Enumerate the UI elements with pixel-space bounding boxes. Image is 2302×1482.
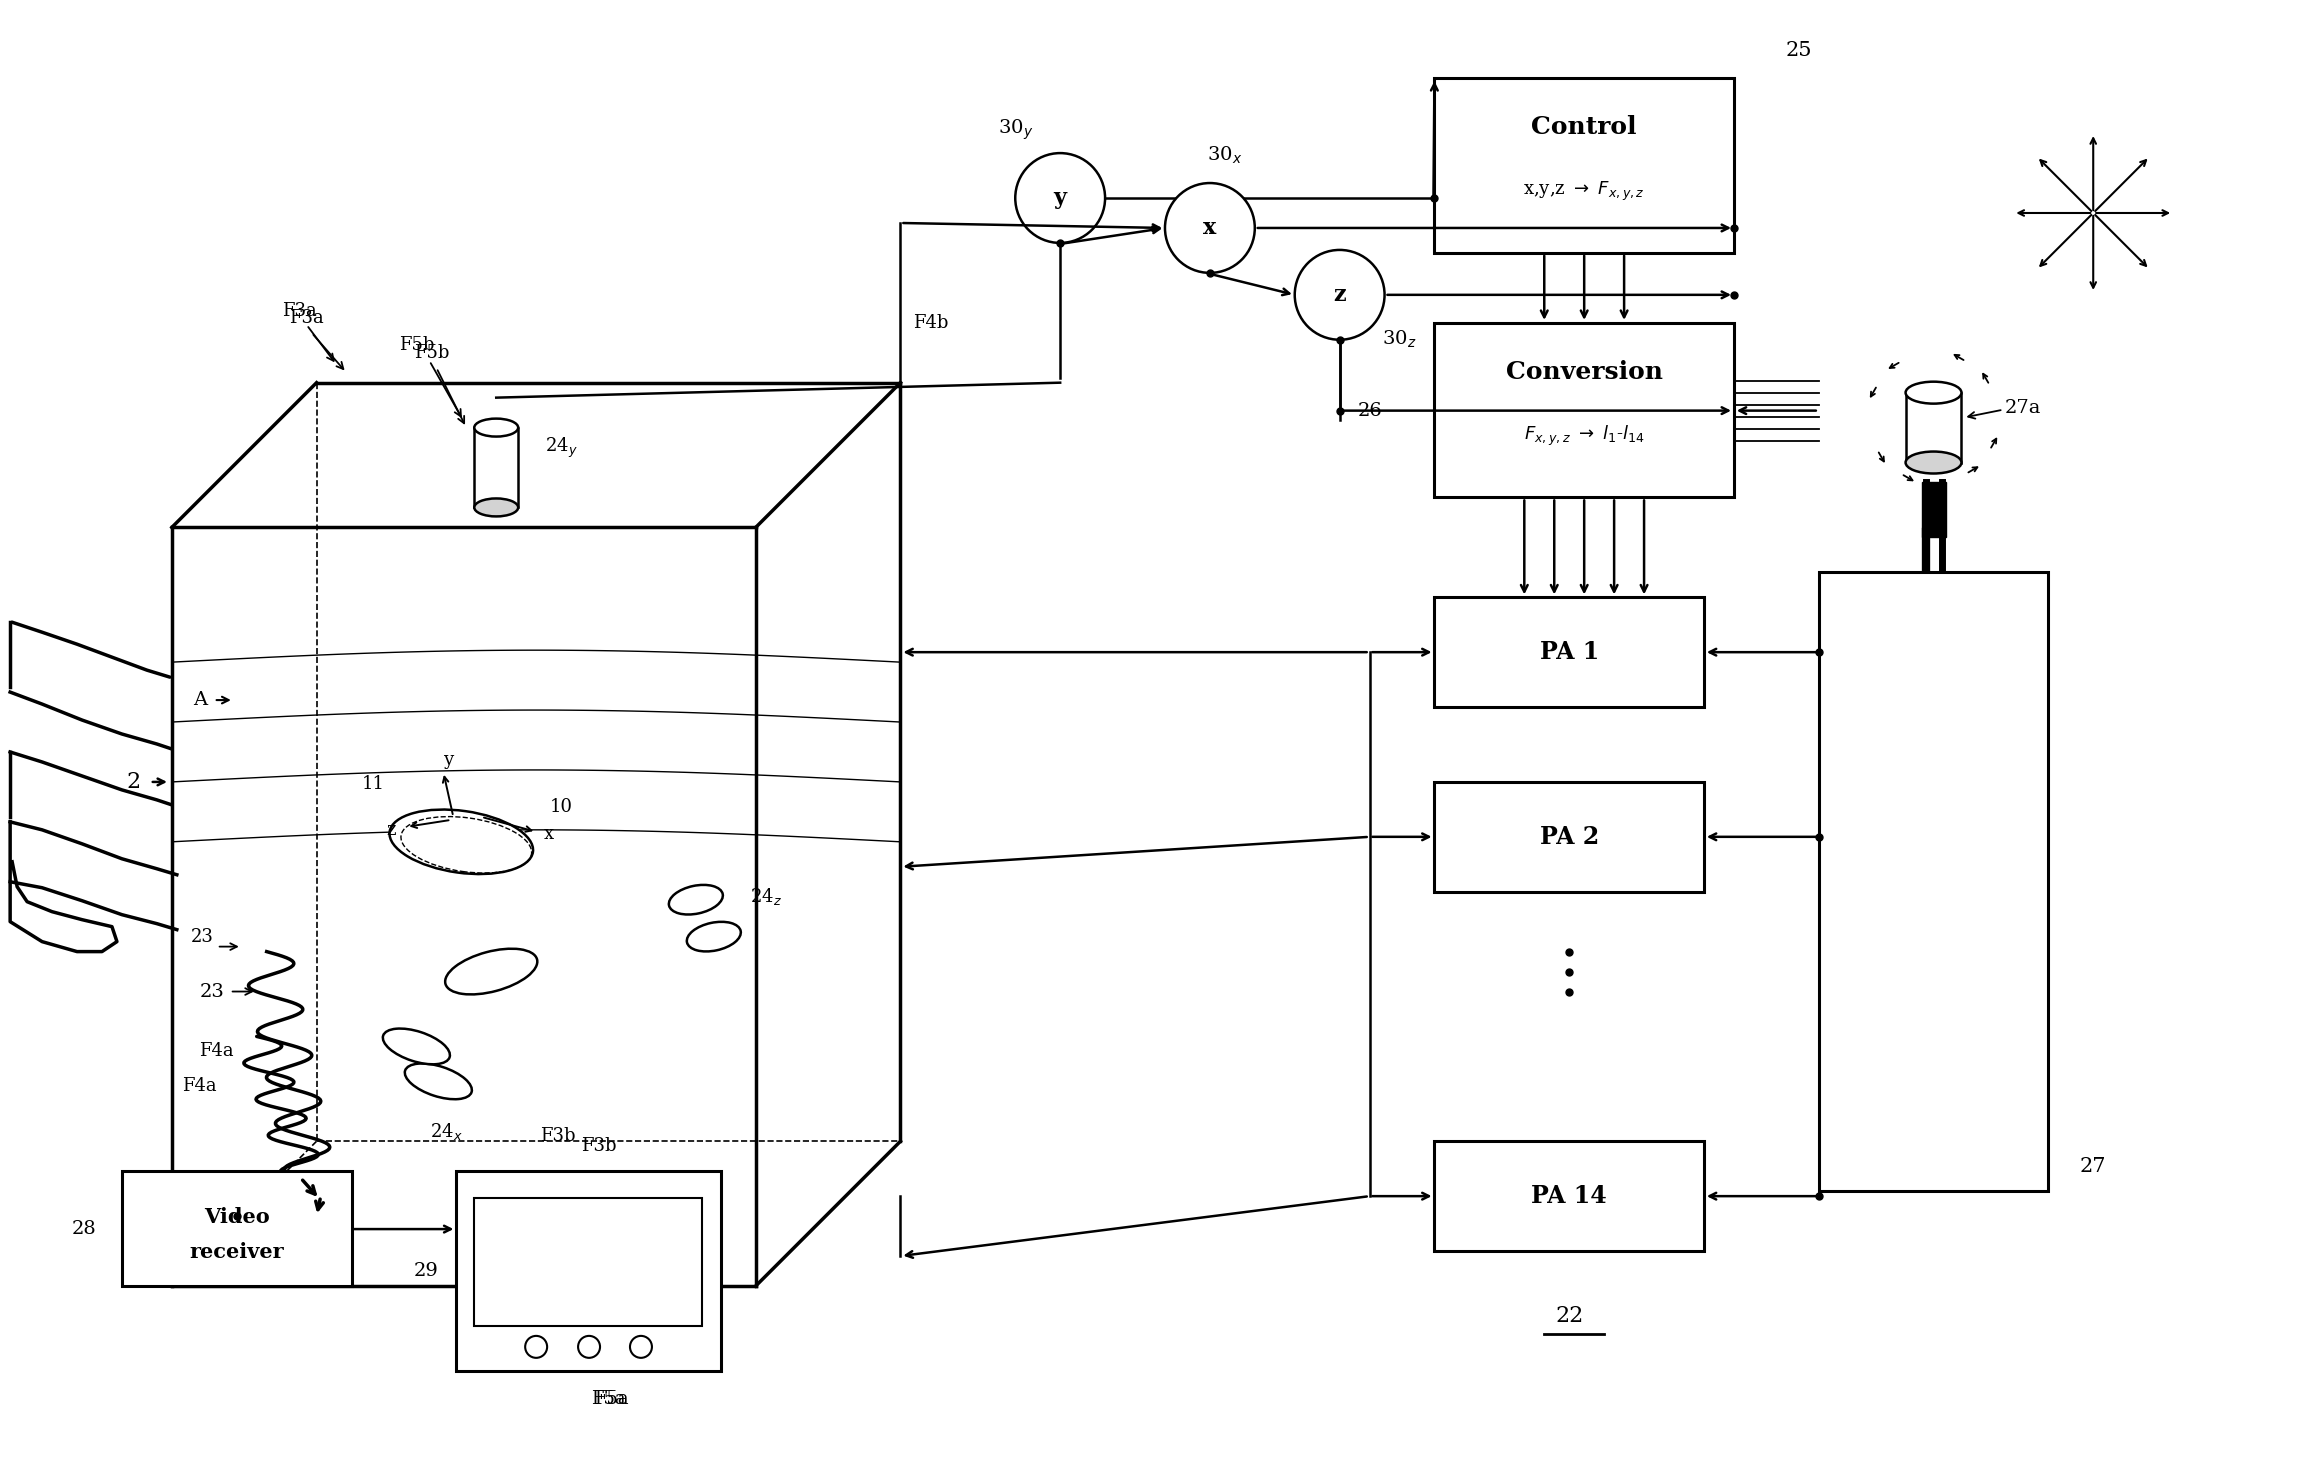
Text: 26: 26 — [1358, 402, 1381, 419]
Text: y: y — [1054, 187, 1066, 209]
Text: F3a: F3a — [283, 302, 318, 320]
Bar — [474, 1197, 702, 1326]
Text: F3b: F3b — [541, 1128, 576, 1146]
Ellipse shape — [1906, 452, 1961, 474]
Circle shape — [1294, 250, 1384, 339]
Text: A: A — [193, 691, 207, 708]
Text: 30$_y$: 30$_y$ — [997, 119, 1034, 142]
Text: PA 14: PA 14 — [1531, 1184, 1607, 1208]
Text: PA 2: PA 2 — [1540, 825, 1600, 849]
Text: F5a: F5a — [592, 1390, 626, 1408]
Text: 22: 22 — [1556, 1306, 1584, 1326]
Circle shape — [578, 1335, 601, 1358]
Text: F5a: F5a — [594, 1390, 628, 1408]
Text: Control: Control — [1531, 116, 1637, 139]
Text: 24$_z$: 24$_z$ — [750, 886, 783, 907]
Text: x: x — [1204, 216, 1215, 239]
Text: z: z — [387, 821, 396, 839]
Bar — [122, 1171, 352, 1286]
Ellipse shape — [444, 948, 536, 994]
Ellipse shape — [474, 498, 518, 516]
Ellipse shape — [382, 1029, 449, 1064]
Text: x: x — [543, 825, 555, 843]
Text: 24$_y$: 24$_y$ — [546, 436, 578, 459]
Text: Conversion: Conversion — [1506, 360, 1662, 384]
Text: 29: 29 — [414, 1263, 440, 1280]
Text: F4a: F4a — [182, 1077, 216, 1095]
Text: PA 1: PA 1 — [1540, 640, 1600, 664]
Text: $F_{x,y,z}$ $\rightarrow$ $l_1$-$l_{14}$: $F_{x,y,z}$ $\rightarrow$ $l_1$-$l_{14}$ — [1524, 424, 1644, 449]
Text: F3a: F3a — [290, 308, 325, 328]
Bar — [1434, 597, 1703, 707]
Bar — [1434, 323, 1733, 498]
Text: 30$_z$: 30$_z$ — [1381, 329, 1416, 350]
Text: Video: Video — [205, 1208, 269, 1227]
Text: F4b: F4b — [912, 314, 948, 332]
Text: receiver: receiver — [189, 1242, 283, 1261]
Circle shape — [1165, 184, 1255, 273]
Text: 23: 23 — [191, 928, 214, 946]
Text: 24$_x$: 24$_x$ — [430, 1120, 463, 1141]
Bar — [1922, 483, 1945, 538]
Text: x,y,z $\rightarrow$ $F_{x,y,z}$: x,y,z $\rightarrow$ $F_{x,y,z}$ — [1524, 181, 1646, 203]
Circle shape — [631, 1335, 651, 1358]
Text: 2: 2 — [127, 771, 140, 793]
Ellipse shape — [474, 418, 518, 437]
Text: F5b: F5b — [398, 336, 435, 354]
Ellipse shape — [686, 922, 741, 951]
Text: F4a: F4a — [200, 1042, 235, 1061]
Text: y: y — [444, 751, 453, 769]
Text: 27: 27 — [2081, 1157, 2106, 1175]
Ellipse shape — [389, 809, 534, 874]
Bar — [1434, 782, 1703, 892]
Circle shape — [525, 1335, 548, 1358]
Bar — [474, 428, 518, 507]
Text: 25: 25 — [1786, 41, 1812, 59]
Text: 23: 23 — [200, 983, 223, 1000]
Bar — [1434, 79, 1733, 253]
Bar — [1819, 572, 2049, 1192]
Text: F5b: F5b — [414, 344, 449, 362]
Text: 10: 10 — [550, 797, 573, 817]
Bar — [1434, 1141, 1703, 1251]
Text: 11: 11 — [361, 775, 384, 793]
Text: 28: 28 — [71, 1220, 97, 1237]
Bar — [1906, 393, 1961, 462]
Text: z: z — [1333, 285, 1347, 305]
Text: 30$_x$: 30$_x$ — [1206, 144, 1243, 166]
Ellipse shape — [1906, 382, 1961, 403]
Text: 27a: 27a — [2005, 399, 2042, 416]
Ellipse shape — [405, 1064, 472, 1100]
Text: F3b: F3b — [582, 1137, 617, 1156]
Bar — [456, 1171, 721, 1371]
Ellipse shape — [670, 885, 723, 914]
Circle shape — [1015, 153, 1105, 243]
